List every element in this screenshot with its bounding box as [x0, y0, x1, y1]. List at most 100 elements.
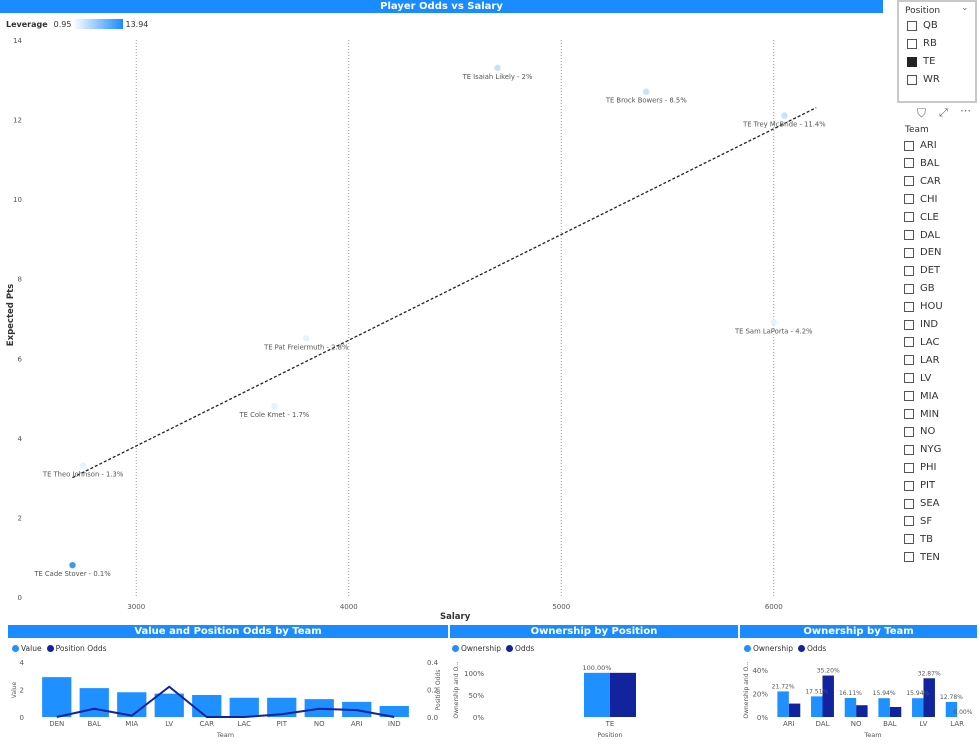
checkbox[interactable] — [904, 158, 914, 169]
team-option-ten[interactable]: TEN — [904, 552, 940, 563]
checkbox[interactable] — [904, 247, 914, 258]
checkbox[interactable] — [904, 516, 914, 527]
checkbox[interactable] — [904, 498, 914, 509]
position-option-qb[interactable]: QB — [907, 20, 938, 31]
checkbox[interactable] — [904, 409, 914, 419]
option-label: SEA — [920, 498, 940, 509]
value-bar — [154, 693, 184, 717]
team-option-sea[interactable]: SEA — [904, 498, 940, 509]
value-odds-title: Value and Position Odds by Team — [8, 625, 448, 638]
team-option-cle[interactable]: CLE — [904, 212, 939, 223]
option-label: QB — [923, 20, 938, 31]
legend-ownership: Ownership — [461, 644, 501, 653]
team-option-lv[interactable]: LV — [904, 373, 931, 384]
checkbox[interactable] — [904, 534, 914, 545]
checkbox[interactable] — [904, 462, 914, 473]
odds-bar — [889, 706, 902, 717]
position-odds-line — [56, 685, 395, 718]
team-option-pit[interactable]: PIT — [904, 480, 935, 491]
checkbox[interactable] — [907, 38, 917, 49]
team-option-lar[interactable]: LAR — [904, 355, 940, 366]
trend-line — [72, 107, 817, 479]
more-options-icon[interactable]: ⋯ — [960, 104, 971, 117]
position-option-rb[interactable]: RB — [907, 38, 937, 49]
team-option-chi[interactable]: CHI — [904, 194, 937, 205]
team-option-tb[interactable]: TB — [904, 534, 933, 545]
checkbox[interactable] — [904, 373, 914, 384]
team-option-min[interactable]: MIN — [904, 409, 939, 420]
y-tick-label: 40% — [752, 667, 768, 675]
checkbox[interactable] — [904, 176, 914, 187]
team-option-car[interactable]: CAR — [904, 176, 941, 187]
filter-icon[interactable]: ⛉ — [917, 106, 927, 120]
position-option-te[interactable]: TE — [907, 56, 935, 67]
scatter-point — [303, 335, 310, 342]
data-label: 17.51% — [805, 688, 828, 695]
data-label: 16.11% — [839, 690, 862, 697]
checkbox[interactable] — [904, 265, 914, 276]
y-axis-label: Ownership and O... — [453, 661, 460, 718]
chevron-down-icon[interactable]: ⌄ — [961, 3, 969, 13]
ownership-team-title: Ownership by Team — [740, 625, 977, 638]
checkbox[interactable] — [907, 20, 917, 31]
scatter-x-axis-label: Salary — [440, 612, 471, 622]
y-tick-label: 10 — [13, 196, 22, 204]
team-option-den[interactable]: DEN — [904, 247, 942, 258]
x-tick-label: LAR — [950, 720, 964, 728]
team-option-dal[interactable]: DAL — [904, 230, 940, 241]
option-label: GB — [920, 283, 935, 295]
checkbox[interactable] — [904, 212, 914, 223]
checkbox[interactable] — [904, 301, 914, 312]
checkbox[interactable] — [904, 480, 914, 491]
checkbox[interactable] — [907, 56, 917, 67]
leverage-gradient — [73, 19, 124, 29]
team-option-mia[interactable]: MIA — [904, 391, 938, 402]
team-option-det[interactable]: DET — [904, 265, 940, 276]
checkbox[interactable] — [904, 444, 914, 455]
checkbox[interactable] — [904, 194, 914, 205]
team-option-no[interactable]: NO — [904, 426, 935, 437]
team-option-lac[interactable]: LAC — [904, 337, 939, 348]
checkbox[interactable] — [904, 552, 914, 563]
point-label: TE Pat Freiermuth - 2.8% — [263, 343, 349, 351]
team-option-hou[interactable]: HOU — [904, 301, 943, 312]
checkbox[interactable] — [904, 283, 914, 294]
checkbox[interactable] — [904, 319, 914, 330]
checkbox[interactable] — [907, 74, 917, 85]
x-axis-label: Team — [863, 731, 881, 739]
point-label: TE Cole Kmet - 1.7% — [239, 411, 310, 419]
point-label: TE Cade Stover - 0.1% — [33, 570, 111, 578]
checkbox[interactable] — [904, 391, 914, 402]
data-label: 15.94% — [873, 690, 896, 697]
team-option-bal[interactable]: BAL — [904, 158, 939, 169]
team-option-ind[interactable]: IND — [904, 319, 938, 330]
leverage-max: 13.94 — [125, 19, 149, 29]
team-option-gb[interactable]: GB — [904, 283, 935, 294]
checkbox[interactable] — [904, 355, 914, 366]
value-odds-chart: 0 2 4 0.0 0.2 0.4 Value Position Odds DEN BAL MIA L… — [11, 659, 442, 739]
team-option-sf[interactable]: SF — [904, 516, 932, 527]
checkbox[interactable] — [904, 230, 914, 240]
checkbox[interactable] — [904, 426, 914, 437]
ownership-team-legend: Ownership Odds — [744, 644, 826, 653]
option-label: LV — [920, 372, 932, 384]
point-label: TE Theo Johnson - 1.3% — [42, 471, 124, 479]
legend-value: Value — [21, 644, 42, 653]
ownership-position-legend: Ownership Odds — [452, 644, 534, 653]
x-tick-label: LAC — [237, 720, 251, 728]
y-tick-label: 0% — [473, 714, 484, 722]
checkbox[interactable] — [904, 140, 914, 151]
checkbox[interactable] — [904, 337, 914, 348]
team-option-nyg[interactable]: NYG — [904, 444, 941, 455]
option-label: TB — [920, 533, 933, 545]
x-tick-label: 3000 — [127, 603, 145, 611]
y-tick-label: 6 — [18, 355, 23, 363]
team-option-ari[interactable]: ARI — [904, 140, 937, 151]
team-option-phi[interactable]: PHI — [904, 462, 937, 473]
focus-mode-icon[interactable]: ⤢ — [939, 106, 948, 119]
position-slicer[interactable]: Position ⌄ QB RB TE WR — [897, 0, 977, 103]
position-option-wr[interactable]: WR — [907, 74, 940, 85]
y-tick-label: 4 — [18, 435, 23, 443]
x-axis-label: Position — [597, 731, 622, 739]
ownership-position-title: Ownership by Position — [450, 625, 738, 638]
